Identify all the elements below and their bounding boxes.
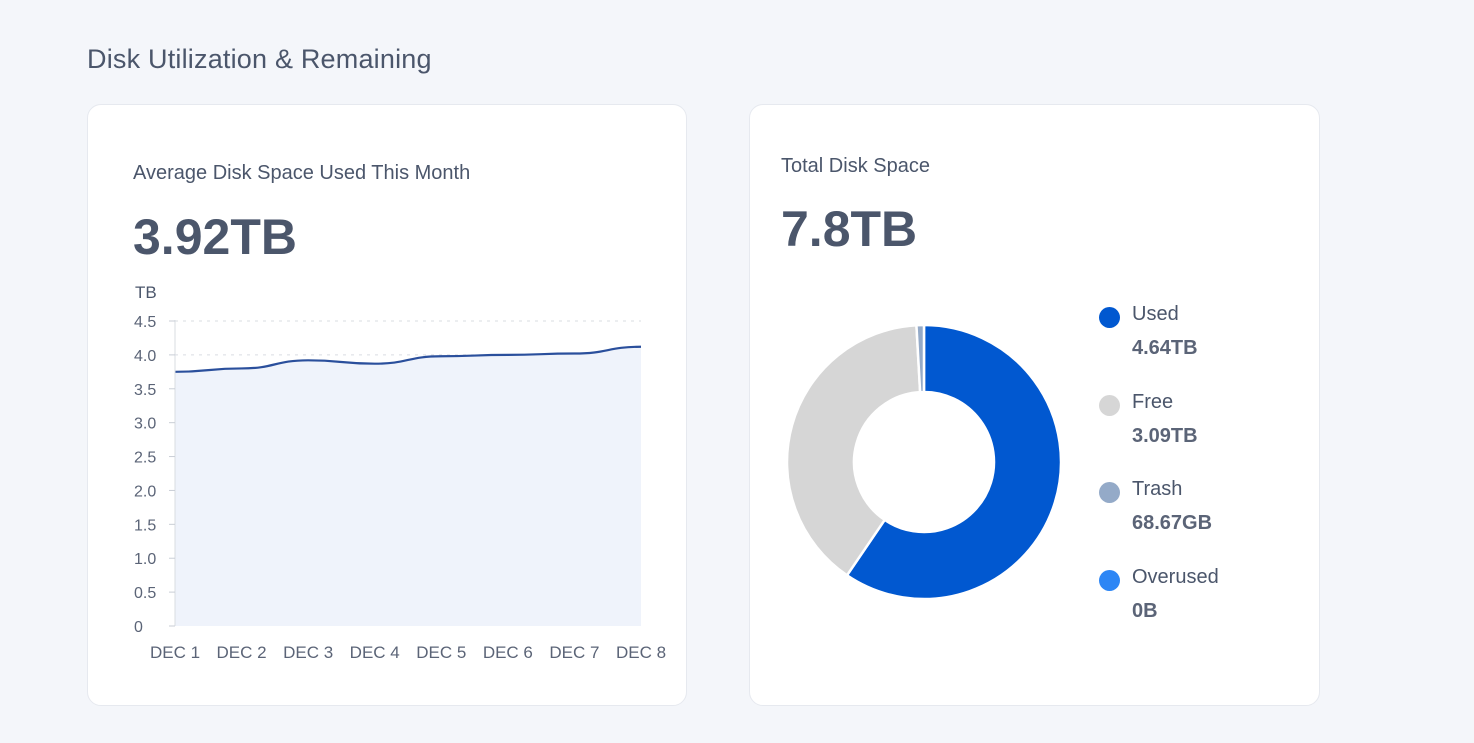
average-usage-card: Average Disk Space Used This Month 3.92T… (87, 104, 687, 706)
y-tick-label: 1.5 (134, 517, 156, 534)
y-tick-label: 4.0 (134, 348, 156, 365)
disk-donut-chart (785, 323, 1063, 601)
usage-area-fill (175, 346, 641, 626)
x-tick-label: DEC 6 (483, 643, 533, 662)
x-tick-label: DEC 2 (217, 643, 267, 662)
y-tick-label: 4.5 (134, 314, 156, 331)
y-tick-label: 2.5 (134, 450, 156, 467)
donut-slice-trash[interactable] (915, 323, 926, 394)
legend-dot-free (1099, 394, 1120, 416)
legend-value-overused: 0B (1132, 599, 1158, 622)
average-usage-label: Average Disk Space Used This Month (133, 162, 471, 184)
legend-name-used: Used (1132, 303, 1179, 325)
y-axis-unit-label: TB (135, 283, 157, 302)
y-tick-label: 1.0 (134, 551, 156, 568)
legend-name-overused: Overused (1132, 565, 1219, 588)
x-tick-label: DEC 4 (350, 643, 400, 662)
y-tick-label: 3.0 (134, 416, 156, 433)
average-usage-value: 3.92TB (133, 209, 297, 265)
x-tick-label: DEC 8 (616, 643, 666, 662)
y-tick-label: 2.0 (134, 483, 156, 500)
legend-dot-used (1099, 307, 1120, 328)
total-disk-label: Total Disk Space (781, 155, 930, 177)
legend-value-free: 3.09TB (1132, 424, 1198, 447)
y-tick-label: 0.5 (134, 585, 156, 602)
y-tick-label: 3.5 (134, 382, 156, 399)
legend-dot-overused (1099, 569, 1120, 591)
x-tick-label: DEC 3 (283, 643, 333, 662)
y-tick-label: 0 (134, 619, 143, 636)
legend-name-trash: Trash (1132, 478, 1183, 500)
legend-value-used: 4.64TB (1132, 337, 1198, 359)
page-title: Disk Utilization & Remaining (87, 44, 432, 74)
usage-area-chart: TB 0 0.5 1.0 1.5 2.0 2.5 3.0 3.5 4.0 4.5 DEC 1 DEC… (134, 283, 666, 662)
total-disk-value: 7.8TB (781, 201, 918, 257)
donut-slice-used[interactable] (845, 323, 1063, 601)
x-tick-label: DEC 5 (416, 643, 466, 662)
total-disk-card: Total Disk Space 7.8TB Used 4.64TB Free … (749, 104, 1320, 706)
x-tick-label: DEC 1 (150, 643, 200, 662)
legend-dot-trash (1099, 482, 1120, 503)
legend-value-trash: 68.67GB (1132, 512, 1213, 534)
donut-slice-free[interactable] (785, 323, 922, 578)
x-tick-label: DEC 7 (549, 643, 599, 662)
usage-line (174, 345, 642, 373)
legend-name-free: Free (1132, 390, 1174, 413)
